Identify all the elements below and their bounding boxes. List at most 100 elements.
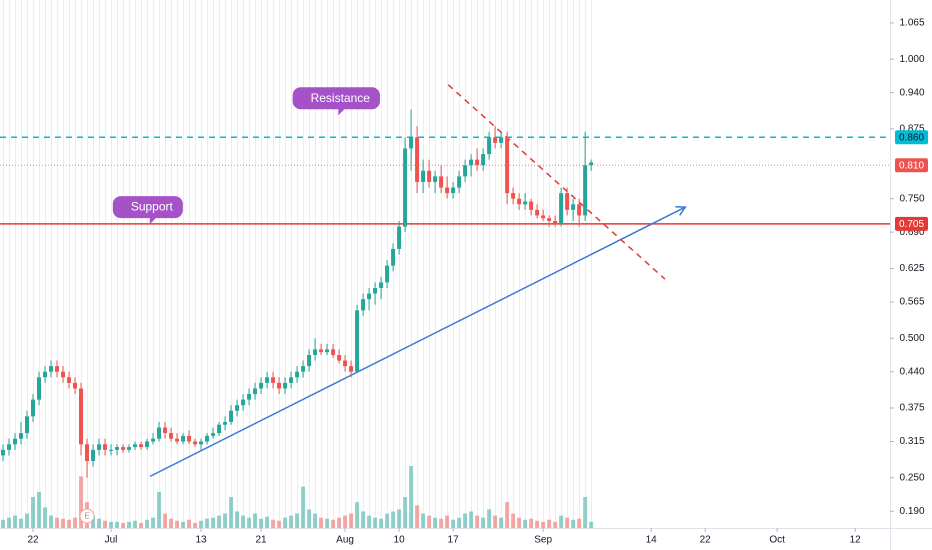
candle-body: [505, 137, 510, 194]
price-tag-label: 0.860: [899, 132, 924, 143]
volume-bar: [283, 517, 288, 528]
volume-bar: [103, 520, 108, 528]
volume-bar: [223, 513, 228, 528]
candle-body: [7, 444, 12, 450]
price-tag: [895, 130, 928, 145]
candle-body: [439, 176, 444, 188]
volume-bar: [277, 520, 282, 528]
candle-body: [397, 226, 402, 249]
candle-body: [241, 399, 246, 406]
volume-bar: [445, 515, 450, 528]
volume-bar: [319, 517, 324, 528]
candle-body: [463, 165, 468, 177]
volume-bar: [25, 513, 30, 528]
candle-body: [565, 193, 570, 210]
volume-bar: [19, 518, 24, 528]
candle-body: [115, 447, 120, 450]
candle-body: [559, 193, 564, 224]
candle-body: [511, 193, 516, 199]
candle-body: [247, 394, 252, 400]
volume-bar: [61, 518, 66, 528]
callout-label: Resistance: [311, 91, 371, 105]
volume-bar: [373, 517, 378, 528]
volume-bar: [577, 518, 582, 528]
y-tick-label: 0.940: [899, 87, 924, 98]
y-tick-label: 0.250: [899, 472, 924, 483]
volume-bar: [109, 521, 114, 528]
x-tick-label: Oct: [769, 535, 785, 546]
candle-body: [409, 137, 414, 149]
candle-body: [523, 201, 528, 205]
volume-bar: [79, 476, 84, 528]
candle-body: [583, 165, 588, 216]
candle-body: [163, 427, 168, 434]
candle-body: [223, 421, 228, 425]
candle-body: [415, 137, 420, 182]
candle-body: [313, 349, 318, 355]
volume-bar: [553, 521, 558, 528]
volume-bar: [253, 513, 258, 528]
x-tick-label: Sep: [534, 535, 552, 546]
candle-body: [25, 416, 30, 434]
candle-body: [157, 427, 162, 439]
volume-bar: [187, 519, 192, 528]
volume-bar: [7, 517, 12, 528]
candle-body: [325, 349, 330, 353]
volume-bar: [469, 511, 474, 528]
candle-body: [1, 449, 6, 456]
volume-bar: [175, 520, 180, 528]
volume-bar: [271, 519, 276, 528]
volume-bar: [379, 518, 384, 528]
volume-bar: [343, 515, 348, 528]
candle-body: [427, 170, 432, 182]
callout: Resistance: [292, 87, 380, 116]
volume-bar: [385, 513, 390, 528]
candle-body: [67, 377, 72, 383]
candle-body: [229, 410, 234, 422]
trend-line: [149, 206, 686, 478]
volume-pane: [1, 466, 594, 528]
candle-body: [19, 433, 24, 439]
volume-bar: [463, 513, 468, 528]
volume-bar: [301, 486, 306, 528]
volume-bar: [49, 515, 54, 528]
volume-bar: [421, 513, 426, 528]
y-tick-label: 0.690: [899, 227, 924, 238]
candle-body: [541, 215, 546, 219]
candle-body: [301, 366, 306, 372]
candle-body: [445, 187, 450, 194]
volume-bar: [487, 509, 492, 528]
volume-bar: [415, 505, 420, 528]
candle-body: [433, 176, 438, 182]
candle-body: [121, 447, 126, 450]
volume-bar: [1, 519, 6, 528]
candle-body: [361, 299, 366, 311]
volume-bar: [565, 517, 570, 528]
candle-body: [43, 371, 48, 378]
candle-body: [589, 162, 594, 166]
volume-bar: [583, 497, 588, 528]
x-tick-label: 14: [646, 535, 658, 546]
candle-body: [175, 438, 180, 442]
volume-bar: [43, 507, 48, 528]
volume-bar: [139, 522, 144, 528]
volume-bar: [337, 517, 342, 528]
candle-body: [547, 218, 552, 222]
candle-body: [289, 377, 294, 383]
y-tick-label: 1.065: [899, 18, 924, 29]
candle-body: [343, 360, 348, 367]
volume-bar: [325, 518, 330, 528]
candle-body: [205, 435, 210, 442]
volume-bar: [265, 516, 270, 528]
volume-bar: [73, 517, 78, 528]
drawings: [0, 84, 890, 478]
volume-bar: [493, 515, 498, 528]
x-tick-label: Aug: [336, 535, 354, 546]
candle-body: [109, 449, 114, 451]
price-tag-label: 0.810: [899, 160, 924, 171]
candle-body: [535, 209, 540, 216]
candle-body: [103, 444, 108, 450]
candle-body: [193, 441, 198, 445]
volume-bar: [559, 515, 564, 528]
volume-bar: [349, 513, 354, 528]
